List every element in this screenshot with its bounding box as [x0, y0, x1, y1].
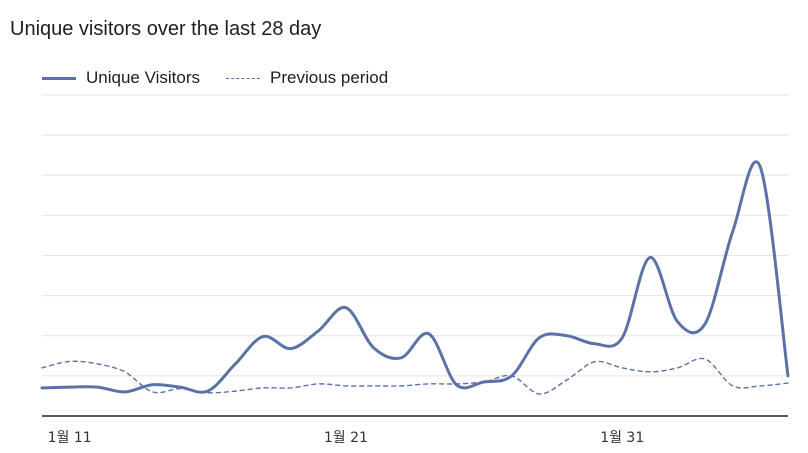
chart-legend: Unique Visitors Previous period: [42, 67, 414, 89]
series-line-unique-visitors: [40, 160, 790, 394]
chart-title: Unique visitors over the last 28 day: [10, 18, 322, 40]
legend-item-unique-visitors[interactable]: Unique Visitors: [42, 68, 200, 88]
legend-swatch-dashed: [226, 77, 261, 79]
x-tick-label: 1월 11: [48, 430, 92, 446]
x-tick-label: 1월 31: [600, 430, 644, 446]
legend-swatch-solid: [42, 76, 76, 80]
series-line-previous-period: [41, 357, 789, 395]
x-tick-label: 1월 21: [324, 430, 368, 446]
legend-label-unique-visitors: Unique Visitors: [86, 68, 201, 87]
legend-label-previous-period: Previous period: [270, 68, 389, 87]
legend-item-previous-period[interactable]: Previous period: [226, 68, 388, 88]
